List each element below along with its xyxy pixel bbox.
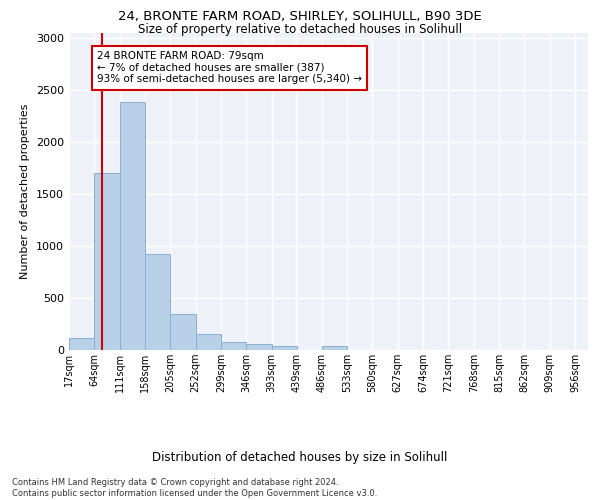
- Bar: [272, 346, 297, 350]
- Bar: [322, 346, 347, 350]
- Text: Size of property relative to detached houses in Solihull: Size of property relative to detached ho…: [138, 22, 462, 36]
- Bar: [221, 342, 247, 350]
- Bar: [69, 338, 94, 350]
- Text: Distribution of detached houses by size in Solihull: Distribution of detached houses by size …: [152, 451, 448, 464]
- Text: Contains HM Land Registry data © Crown copyright and database right 2024.
Contai: Contains HM Land Registry data © Crown c…: [12, 478, 377, 498]
- Bar: [247, 344, 272, 350]
- Y-axis label: Number of detached properties: Number of detached properties: [20, 104, 31, 279]
- Bar: [94, 173, 119, 350]
- Bar: [170, 314, 196, 350]
- Bar: [145, 254, 170, 350]
- Bar: [196, 334, 221, 350]
- Text: 24 BRONTE FARM ROAD: 79sqm
← 7% of detached houses are smaller (387)
93% of semi: 24 BRONTE FARM ROAD: 79sqm ← 7% of detac…: [97, 51, 362, 84]
- Text: 24, BRONTE FARM ROAD, SHIRLEY, SOLIHULL, B90 3DE: 24, BRONTE FARM ROAD, SHIRLEY, SOLIHULL,…: [118, 10, 482, 23]
- Bar: [119, 102, 145, 350]
